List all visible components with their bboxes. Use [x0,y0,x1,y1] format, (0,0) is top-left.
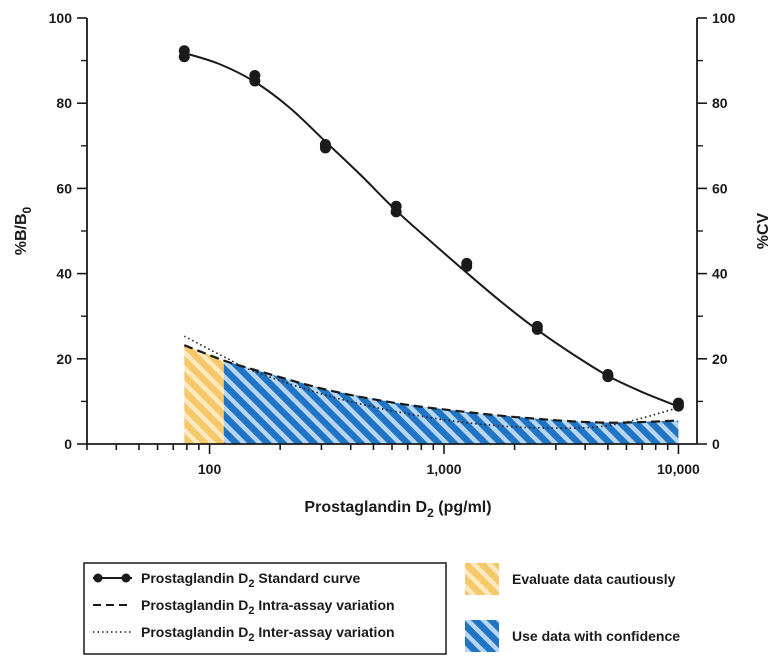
legend-entry-inter-assay: Prostaglandin D2 Inter-assay variation [93,624,395,644]
legend-label-intra-assay: Prostaglandin D2 Intra-assay variation [141,597,395,617]
legend-box: Prostaglandin D2 Standard curve Prostagl… [83,562,447,655]
legend-label-standard-curve-suffix: Standard curve [254,570,360,586]
right-y-tick-label: 60 [712,180,728,196]
standard-curve-point [249,75,261,87]
caution-swatch-label: Evaluate data cautiously [512,571,676,587]
right-y-tick-label: 100 [712,10,736,26]
legend-marker-left [93,573,103,583]
legend-entry-intra-assay: Prostaglandin D2 Intra-assay variation [93,597,395,617]
legend-marker-right [121,573,131,583]
confidence-region [223,360,679,444]
confidence-swatch-label: Use data with confidence [512,628,680,644]
left-y-axis-ticks: 0 20 40 60 80 100 [49,10,87,452]
x-tick-label: 1,000 [426,461,461,477]
right-y-tick-label: 80 [712,95,728,111]
x-tick-label: 100 [198,461,222,477]
x-axis-title-subscript: 2 [427,506,434,520]
legend-label-inter-assay: Prostaglandin D2 Inter-assay variation [141,624,395,644]
legend-swatch-entry-cautious: Evaluate data cautiously [465,563,676,595]
series-layer [183,51,679,430]
legend-label-intra-assay-prefix: Prostaglandin D [141,597,248,613]
x-axis-title: Prostaglandin D2 (pg/ml) [304,499,491,520]
left-y-tick-label: 100 [49,10,73,26]
legend-label-inter-assay-suffix: Inter-assay variation [254,624,394,640]
right-y-tick-label: 40 [712,266,728,282]
legend-border [83,562,447,655]
x-axis-title-units: (pg/ml) [434,499,492,516]
left-y-tick-label: 20 [56,351,72,367]
region-layer [184,345,679,444]
left-y-axis-title-main: %B/B [13,213,30,255]
caution-swatch [465,563,499,595]
x-axis-ticks: 100 1,000 10,000 [86,444,700,477]
standard-curve-point [602,371,614,383]
left-y-tick-label: 60 [56,180,72,196]
left-y-axis-title: %B/B0 [13,206,34,255]
legend-label-standard-curve-subscript: 2 [248,578,254,590]
caution-region [184,345,224,444]
left-y-tick-label: 40 [56,266,72,282]
x-axis-title-main: Prostaglandin D [304,499,427,516]
left-y-tick-label: 0 [64,436,72,452]
standard-curve-point [319,142,331,154]
left-y-axis-title-subscript: 0 [20,206,34,213]
intra-assay-variation-line [183,344,679,424]
legend-entry-standard-curve: Prostaglandin D2 Standard curve [93,570,361,590]
standard-curve-point [461,260,473,272]
legend-swatch-entry-confidence: Use data with confidence [465,620,680,652]
right-y-axis-ticks: 0 20 40 60 80 100 [697,10,736,452]
standard-curve-point [531,323,543,335]
legend-label-standard-curve: Prostaglandin D2 Standard curve [141,570,361,590]
legend-label-intra-assay-subscript: 2 [248,605,254,617]
right-y-tick-label: 20 [712,351,728,367]
left-y-tick-label: 80 [56,95,72,111]
legend-label-inter-assay-prefix: Prostaglandin D [141,624,248,640]
legend-label-standard-curve-prefix: Prostaglandin D [141,570,248,586]
inter-assay-variation-line [183,335,679,430]
standard-curve-point [672,400,684,412]
confidence-swatch [465,620,499,652]
legend-label-inter-assay-subscript: 2 [248,632,254,644]
right-y-tick-label: 0 [712,436,720,452]
right-y-axis-title: %CV [755,212,772,249]
standard-curve-point [390,206,402,218]
standard-curve-point [178,51,190,63]
marker-layer [178,45,684,412]
x-tick-label: 10,000 [657,461,700,477]
legend-label-intra-assay-suffix: Intra-assay variation [254,597,394,613]
standard-curve-fit-line [183,51,679,408]
